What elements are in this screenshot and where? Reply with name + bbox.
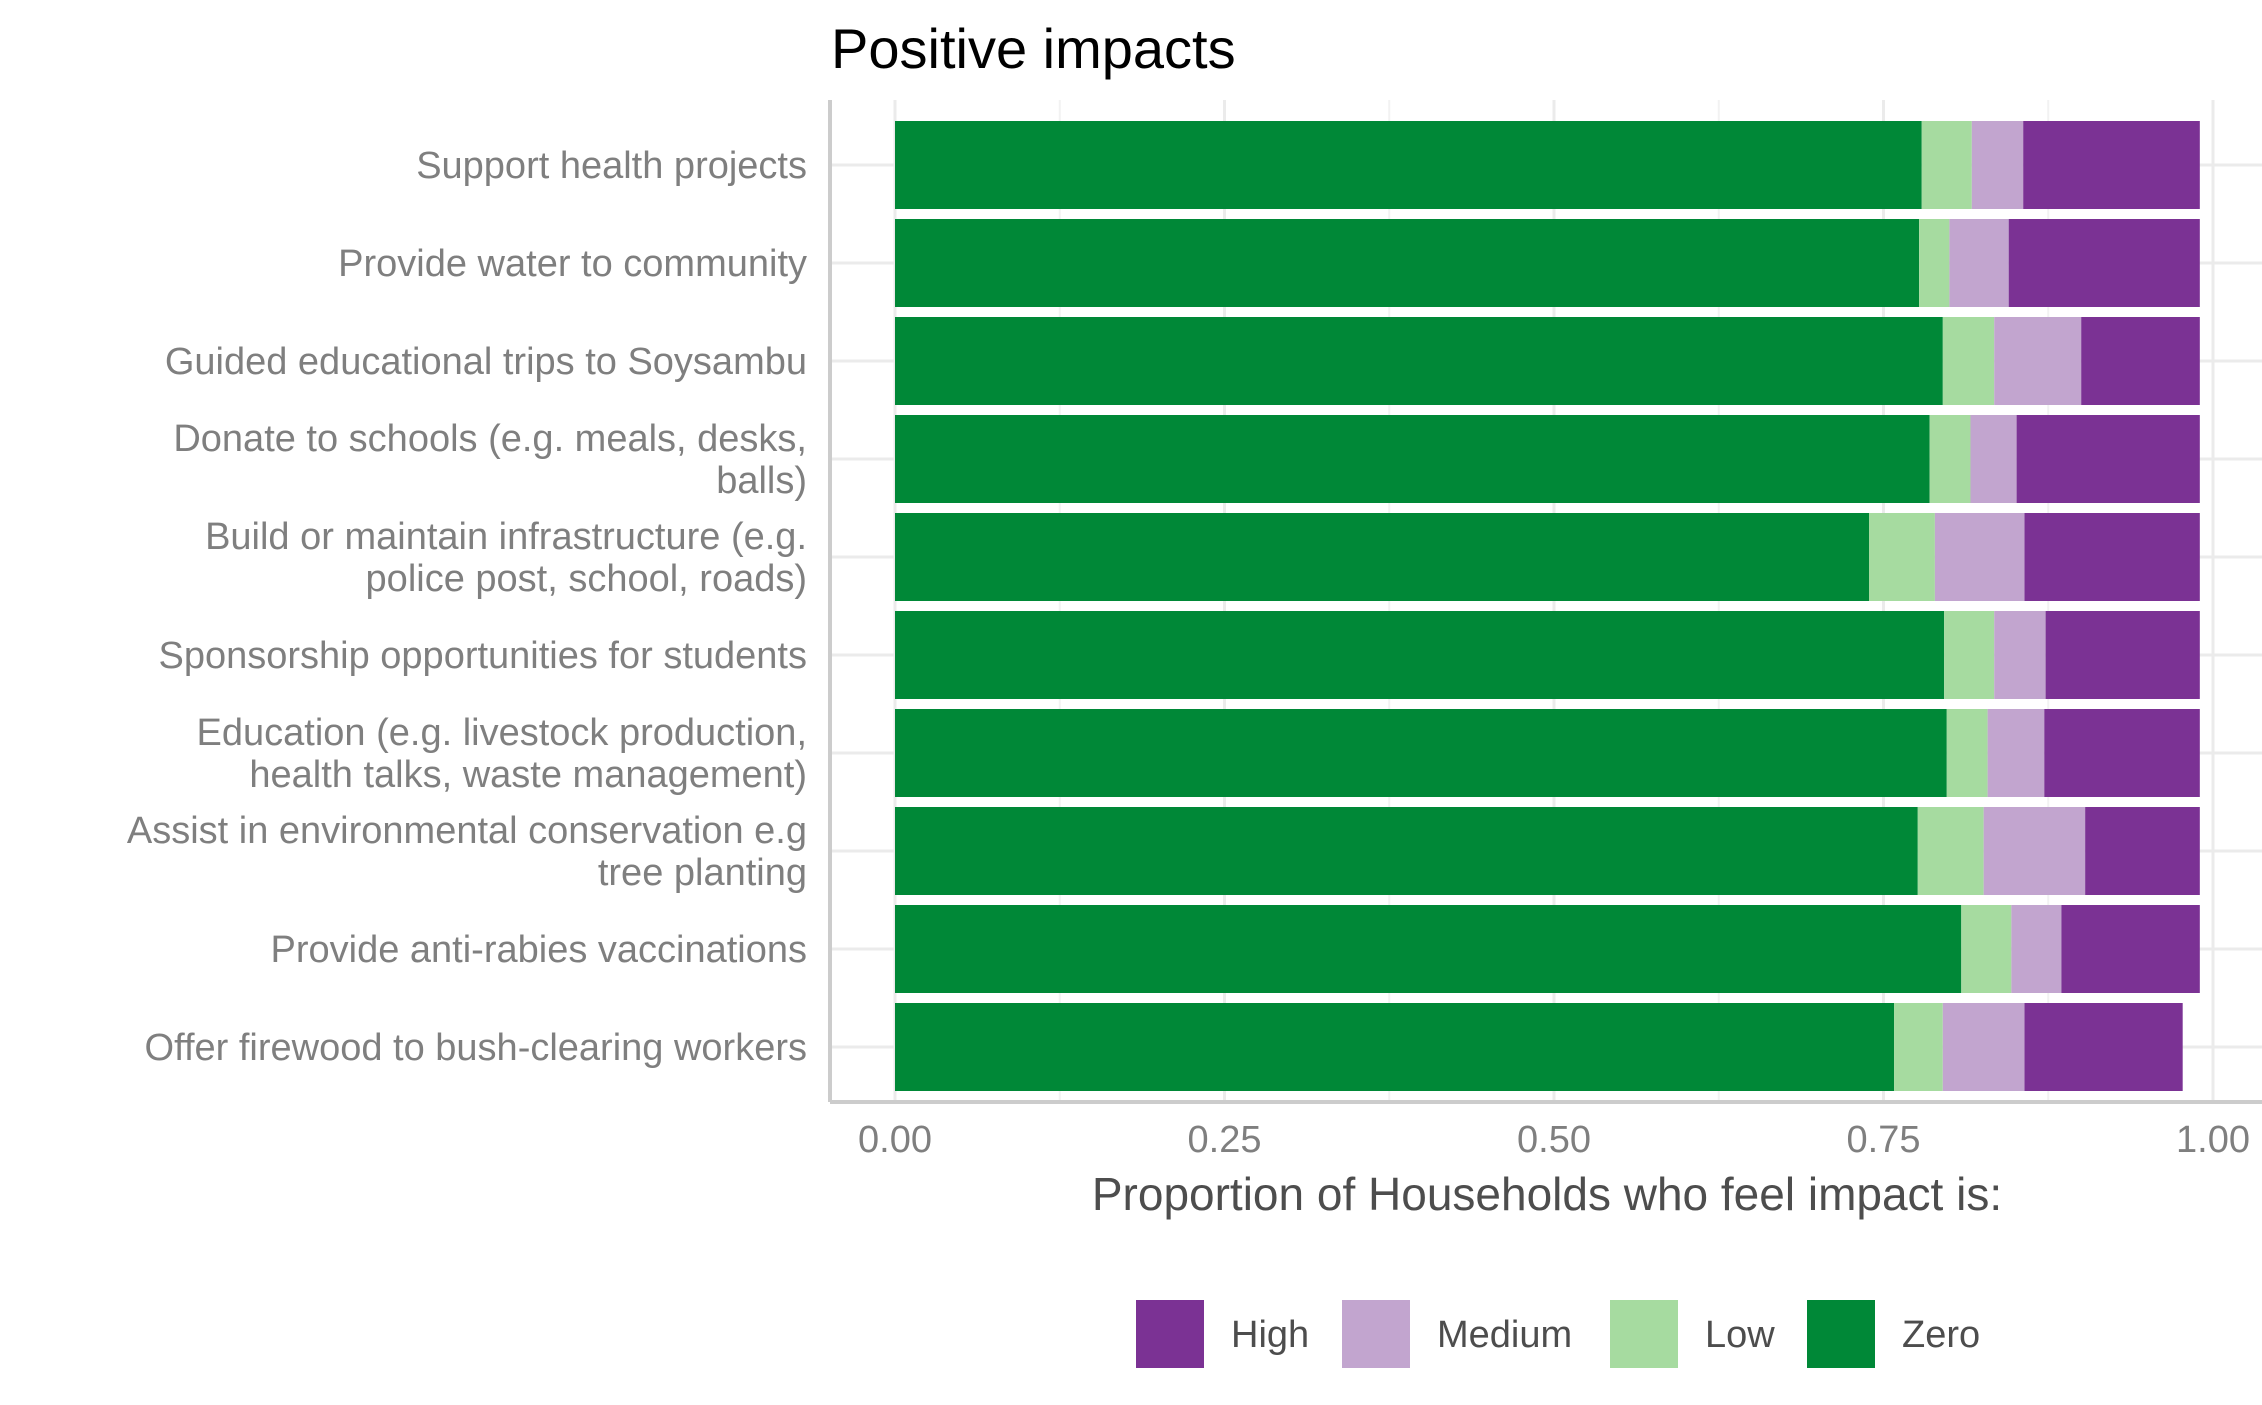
bar-medium-1 [1971, 121, 2024, 209]
bar-high-1 [2023, 121, 2200, 209]
bar-zero-1 [895, 121, 1922, 209]
bar-zero-7 [895, 709, 1947, 797]
bar-medium-6 [1994, 611, 2046, 699]
bar-zero-8 [895, 807, 1918, 895]
legend-label-medium: Medium [1437, 1314, 1572, 1356]
bar-low-10 [1894, 1003, 1943, 1091]
chart-title: Positive impacts [831, 17, 1236, 80]
legend-swatch-high [1136, 1300, 1204, 1368]
bar-low-3 [1942, 317, 1995, 405]
category-label: Support health projects [416, 145, 807, 187]
legend-label-low: Low [1705, 1314, 1775, 1356]
bar-high-3 [2081, 317, 2200, 405]
category-label: Sponsorship opportunities for students [158, 635, 807, 677]
bar-low-5 [1869, 513, 1935, 601]
legend: High Medium Low Zero [1136, 1300, 1980, 1368]
bar-low-9 [1961, 905, 2012, 993]
bar-medium-3 [1994, 317, 2082, 405]
bar-medium-2 [1949, 219, 2009, 307]
bar-low-6 [1944, 611, 1995, 699]
legend-swatch-low [1610, 1300, 1678, 1368]
category-label: Assist in environmental conservation e.g [127, 810, 807, 852]
x-tick-label: 0.50 [1517, 1119, 1591, 1161]
axes [828, 100, 2262, 1104]
bar-zero-10 [895, 1003, 1895, 1091]
bar-low-7 [1946, 709, 1988, 797]
bars [895, 121, 2200, 1091]
x-tick-label: 0.75 [1847, 1119, 1921, 1161]
bar-zero-5 [895, 513, 1870, 601]
category-label: Education (e.g. livestock production, [197, 712, 807, 754]
bar-high-7 [2044, 709, 2200, 797]
bar-zero-9 [895, 905, 1962, 993]
bar-low-2 [1919, 219, 1950, 307]
category-label: Build or maintain infrastructure (e.g. [205, 516, 807, 558]
bar-zero-3 [895, 317, 1943, 405]
bar-high-6 [2045, 611, 2200, 699]
legend-label-high: High [1231, 1314, 1309, 1356]
x-tick-label: 0.00 [858, 1119, 932, 1161]
bar-medium-7 [1987, 709, 2045, 797]
category-labels: Support health projects Provide water to … [127, 145, 807, 1069]
bar-low-1 [1921, 121, 1972, 209]
legend-label-zero: Zero [1902, 1314, 1980, 1356]
category-label: balls) [716, 460, 807, 502]
category-label: Provide water to community [338, 243, 807, 285]
x-tick-label: 1.00 [2176, 1119, 2250, 1161]
bar-medium-10 [1942, 1003, 2025, 1091]
bar-high-9 [2061, 905, 2200, 993]
bar-zero-4 [895, 415, 1930, 503]
category-label: Donate to schools (e.g. meals, desks, [173, 418, 807, 460]
bar-medium-4 [1970, 415, 2017, 503]
legend-swatch-medium [1342, 1300, 1410, 1368]
category-label: Guided educational trips to Soysambu [165, 341, 807, 383]
bar-medium-9 [2011, 905, 2062, 993]
category-label: police post, school, roads) [366, 558, 807, 600]
bar-high-5 [2024, 513, 2200, 601]
bar-high-4 [2016, 415, 2200, 503]
bar-low-8 [1917, 807, 1984, 895]
bar-high-10 [2024, 1003, 2183, 1091]
category-label: health talks, waste management) [249, 754, 807, 796]
legend-swatch-zero [1807, 1300, 1875, 1368]
bar-low-4 [1929, 415, 1971, 503]
bar-zero-2 [895, 219, 1920, 307]
bar-medium-5 [1934, 513, 2025, 601]
bar-medium-8 [1983, 807, 2086, 895]
category-label: Provide anti-rabies vaccinations [271, 929, 808, 971]
category-label: Offer firewood to bush-clearing workers [145, 1027, 807, 1069]
bar-zero-6 [895, 611, 1945, 699]
x-tick-labels: 0.00 0.25 0.50 0.75 1.00 [858, 1119, 2250, 1161]
x-tick-label: 0.25 [1188, 1119, 1262, 1161]
x-axis-title: Proportion of Households who feel impact… [1092, 1168, 2002, 1220]
bar-high-2 [2008, 219, 2200, 307]
category-label: tree planting [598, 852, 807, 894]
bar-high-8 [2085, 807, 2200, 895]
